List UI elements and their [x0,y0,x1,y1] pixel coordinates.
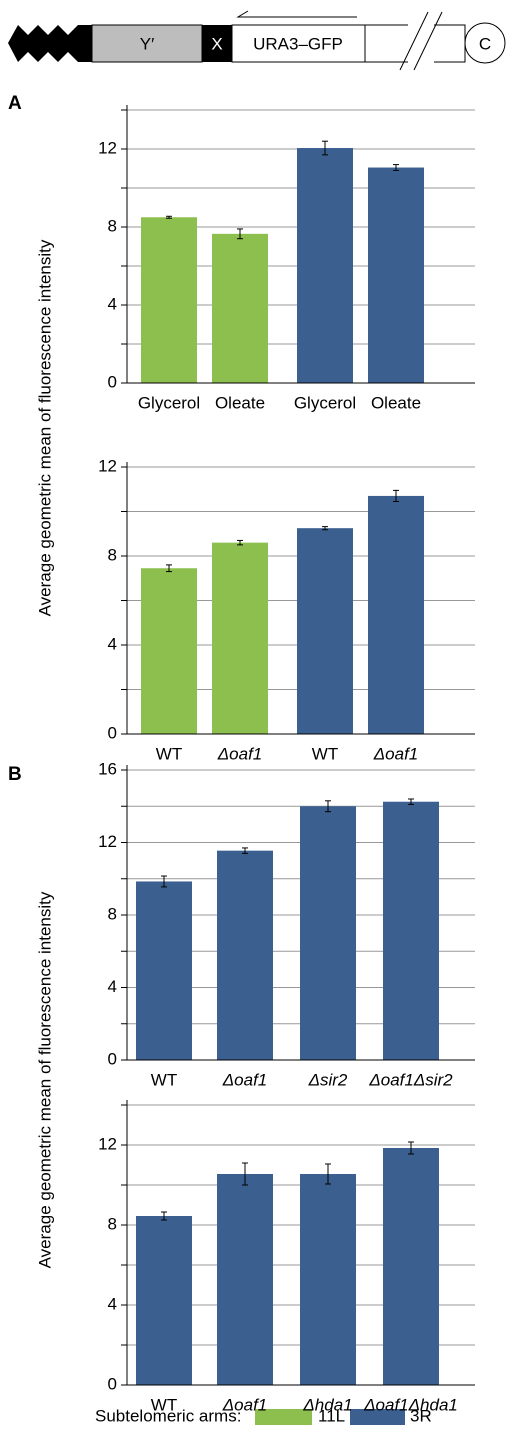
x-tick-label: Glycerol [138,393,200,412]
x-tick-label: Δhda1 [302,1395,352,1414]
bar [217,1174,273,1385]
y-tick-label: 8 [108,216,117,235]
y-tick-label: 0 [108,723,117,742]
x-tick-label: Glycerol [294,393,356,412]
y-tick-label: 12 [98,138,117,157]
y-tick-label: 12 [98,832,117,851]
x-label: X [211,34,222,53]
x-tick-label: Δsir2 [308,1070,348,1089]
bar [300,806,356,1060]
x-tick-label: Δoaf1Δhda1 [363,1395,458,1414]
bar-chart: 0 4 8 12 Glycerol Oleate Glycerol Oleate [98,105,475,412]
bar [141,568,197,734]
y-tick-label: 4 [108,977,117,996]
y-tick-label: 0 [108,1049,117,1068]
y-axis-label: Average geometric mean of fluorescence i… [35,891,54,1268]
x-tick-label: Δoaf1 [373,744,419,763]
bar [217,851,273,1060]
y-tick-label: 16 [98,759,117,778]
y-tick-label: 4 [108,1294,117,1313]
x-tick-label: Δoaf1Δsir2 [368,1070,453,1089]
bar [212,543,268,734]
x-tick-label: Δoaf1 [217,744,263,763]
y-tick-label: 12 [98,456,117,475]
bar [212,234,268,383]
telomere [8,25,92,62]
y-tick-label: 0 [108,372,117,391]
schematic: Y′ X URA3–GFP C [8,11,505,70]
bar [136,1216,192,1385]
bar [383,1148,439,1385]
x-tick-label: Oleate [215,393,265,412]
x-tick-label: WT [151,1395,177,1414]
bar [300,1174,356,1385]
bar [297,528,353,734]
panel-label: A [8,93,22,114]
bar [141,217,197,383]
y-tick-label: 8 [108,1214,117,1233]
x-tick-label: Δoaf1 [222,1395,268,1414]
y-tick-label: 12 [98,1134,117,1153]
y-prime-label: Y′ [140,34,155,53]
x-tick-label: Oleate [371,393,421,412]
centromere-label: C [479,34,491,53]
y-tick-label: 0 [108,1374,117,1393]
reporter-label: URA3–GFP [253,34,343,53]
x-tick-label: WT [156,744,182,763]
bar [136,881,192,1060]
bar [368,168,424,383]
bar [383,802,439,1060]
y-tick-label: 8 [108,545,117,564]
x-tick-label: WT [151,1070,177,1089]
y-tick-label: 4 [108,294,117,313]
transcription-arrow [238,11,357,17]
bar [297,148,353,383]
y-tick-label: 8 [108,904,117,923]
y-axis-label: Average geometric mean of fluorescence i… [35,239,54,616]
bar-chart: 0 4 8 12 WT Δoaf1 WT Δoaf1 [98,456,475,763]
y-tick-label: 4 [108,634,117,653]
x-tick-label: WT [312,744,338,763]
bar [368,496,424,734]
x-tick-label: Δoaf1 [222,1070,268,1089]
figure: Y′ X URA3–GFP C A B Average geometric me… [0,0,509,1431]
panel-label: B [8,764,22,785]
